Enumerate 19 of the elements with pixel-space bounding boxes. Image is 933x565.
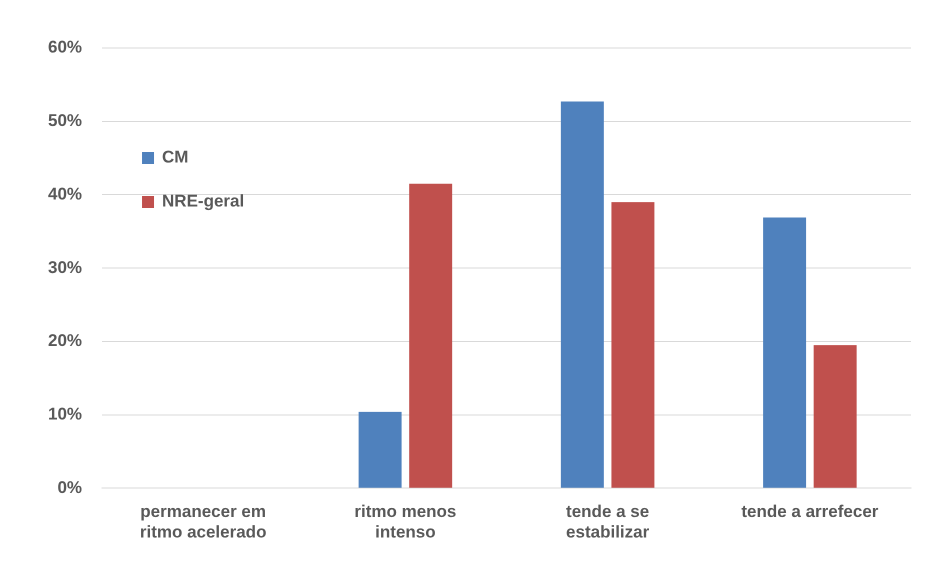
x-tick-label: tende a arrefecer	[741, 502, 879, 522]
bar	[814, 345, 857, 488]
x-tick-label: permanecer em ritmo acelerado	[140, 502, 266, 542]
y-tick-label: 30%	[48, 258, 82, 277]
legend-label: CM	[162, 148, 188, 167]
bar	[611, 202, 654, 488]
bar	[763, 217, 806, 488]
y-tick-label: 20%	[48, 331, 82, 350]
bar	[409, 184, 452, 488]
legend-label: NRE-geral	[162, 192, 244, 211]
y-tick-label: 0%	[57, 478, 82, 497]
y-tick-label: 40%	[48, 184, 82, 204]
bar	[560, 102, 604, 488]
x-tick-label: ritmo menos intenso	[354, 502, 456, 542]
bar	[358, 412, 402, 488]
y-tick-label: 10%	[48, 404, 82, 424]
y-tick-label: 60%	[48, 38, 82, 57]
y-tick-label: 50%	[48, 111, 82, 130]
x-tick-label: tende a se estabilizar	[566, 502, 650, 542]
